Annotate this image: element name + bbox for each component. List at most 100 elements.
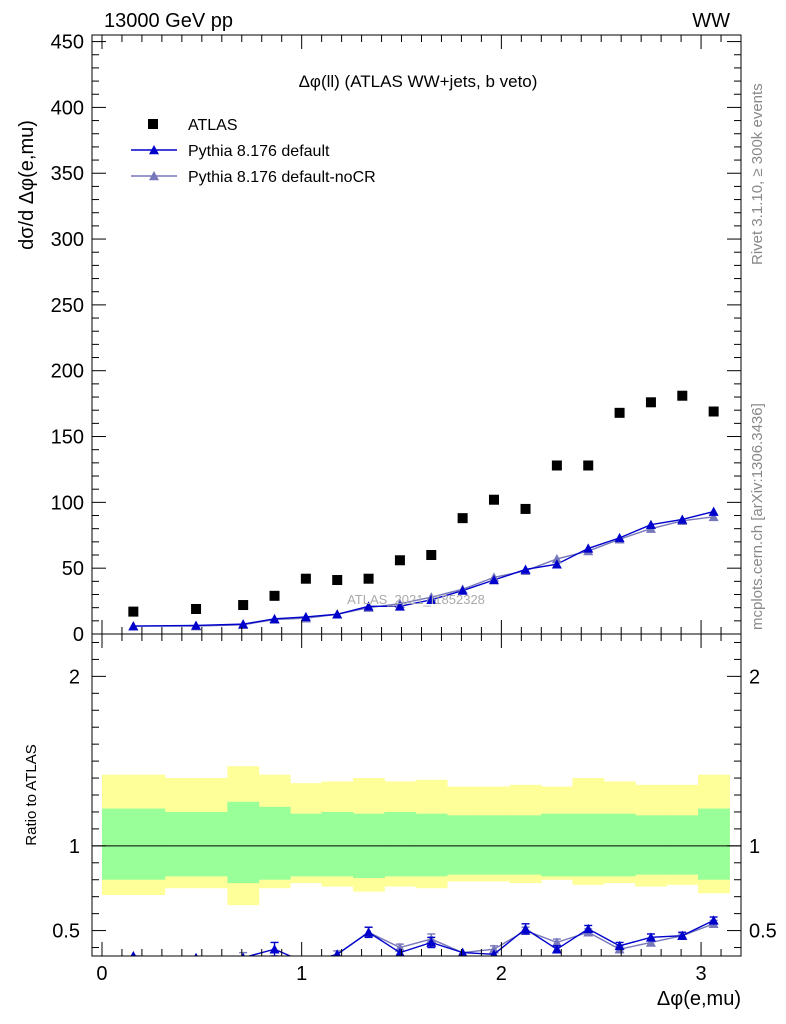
y-tick-label: 100 [51,492,84,514]
ratio-point [551,937,562,947]
mc-point [128,621,139,631]
ratio-point [708,915,719,925]
ratio-point [241,952,245,956]
ratio-point [269,944,280,954]
data-point [708,406,719,417]
data-point [614,407,625,418]
ratio-panel: 0.5 0.5 1 1 2 2 0 1 2 3 Ratio to ATLAS Δφ(e,mu) [23,633,777,1010]
mc-point [708,506,719,516]
data-point [583,460,594,471]
mc-point [426,594,437,605]
mc-point [457,585,468,595]
mc-point [332,609,343,619]
uncertainty-band-bin [698,808,730,880]
main-panel: 0 50 100 150 200 250 300 350 400 450 Δφ(ll) (ATLA… [16,32,742,646]
uncertainty-band-bin [478,815,511,875]
y-tick-label: 150 [51,427,84,449]
data-point [269,590,280,601]
x-tick-label: 1 [296,963,307,985]
rivet-label: Rivet 3.1.10, ≥ 300k events [749,83,766,265]
mc-point [520,564,531,574]
uncertainty-band-bin [384,811,417,877]
mc-point [363,601,374,611]
mc-point [677,514,688,524]
uncertainty-band-bin [666,815,699,875]
x-axis-label: Δφ(e,mu) [657,988,741,1010]
x-tick-label: 0 [96,963,107,985]
ratio-y-tick-label-right: 1 [749,836,760,858]
ratio-point [583,923,594,934]
ratio-y-tick-label: 0.5 [52,921,80,943]
legend-marker-default [149,145,159,155]
data-point [128,606,139,617]
ratio-point [333,949,341,956]
ratio-point [645,932,656,942]
legend-marker-atlas [148,119,158,129]
uncertainty-band-bin [635,815,668,875]
data-point [394,555,405,566]
data-point [645,397,656,408]
mc-point [238,619,249,629]
ratio-line [133,923,714,956]
mc-point [269,613,280,624]
y-tick-label: 50 [62,558,84,580]
uncertainty-band-bin [603,813,636,877]
uncertainty-band-bin [258,806,291,880]
uncertainty-band-bin [321,811,354,877]
series-line [133,516,714,627]
ratio-y-label: Ratio to ATLAS [23,744,40,845]
ratio-y-tick-label-right: 0.5 [749,921,777,943]
uncertainty-band-bin [415,813,448,877]
ratio-point [614,940,625,951]
ratio-point [520,923,531,934]
data-point [300,573,311,584]
ratio-point [194,952,198,956]
ratio-point [394,942,405,952]
legend-label: ATLAS [188,117,238,134]
ratio-line [133,919,714,956]
data-point [488,494,499,505]
ratio-point [490,949,498,956]
series-line [133,510,714,627]
y-tick-label: 400 [51,97,84,119]
ratio-y-tick-label-right: 2 [749,666,760,688]
ratio-point [488,944,499,954]
header-right: WW [692,10,730,32]
uncertainty-band-bin [290,813,322,877]
mc-point [614,532,625,543]
y-tick-label: 0 [73,624,84,646]
uncertainty-band-bin [541,813,573,877]
ratio-y-tick-label: 1 [69,836,80,858]
uncertainty-band-bin [164,811,228,877]
uncertainty-band-bin [447,815,479,875]
ratio-point [677,930,688,940]
mc-point [488,575,499,585]
y-tick-label: 200 [51,361,84,383]
watermark: ATLAS_2021_I1852328 [347,592,485,607]
data-point [520,503,531,514]
mc-point [645,519,656,529]
mc-point [583,543,594,553]
header-left: 13000 GeV pp [104,10,233,32]
x-tick-label: 3 [695,963,706,985]
x-tick-label: 2 [496,963,507,985]
mc-point [300,611,311,622]
ratio-point [191,956,201,965]
mc-point [708,511,719,522]
data-point [551,460,562,471]
y-tick-label: 250 [51,295,84,317]
mc-point [191,620,202,630]
data-point [426,550,437,561]
legend-label: Pythia 8.176 default-noCR [188,169,376,186]
uncertainty-band-bin [227,801,260,884]
data-point [191,603,202,614]
legend: ATLAS Pythia 8.176 default Pythia 8.176 de… [131,117,376,186]
ratio-point [551,944,562,954]
y-tick-label: 300 [51,229,84,251]
y-tick-label: 350 [51,163,84,185]
legend-label: Pythia 8.176 default [188,143,330,160]
data-point [457,513,468,524]
data-point [363,573,374,584]
ratio-point [458,947,468,956]
